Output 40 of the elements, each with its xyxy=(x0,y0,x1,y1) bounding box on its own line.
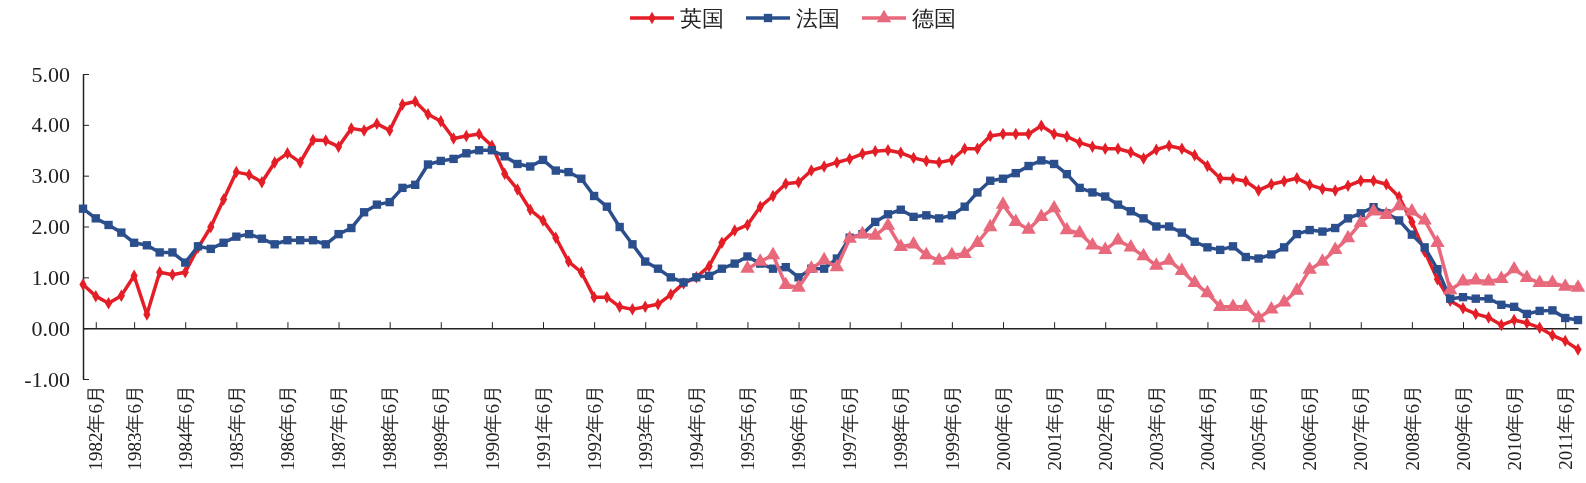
x-tick-label: 2011年6月 xyxy=(1554,385,1576,470)
x-tick-label: 2009年6月 xyxy=(1452,385,1474,471)
x-tick-label: 1983年6月 xyxy=(123,385,145,471)
legend-label: 法国 xyxy=(796,5,840,31)
x-tick-label: 1998年6月 xyxy=(890,385,912,471)
y-tick-label: 5.00 xyxy=(31,61,70,87)
x-tick-label: 1987年6月 xyxy=(328,385,350,471)
x-tick-label: 1999年6月 xyxy=(941,385,963,471)
y-tick-label: 1.00 xyxy=(31,264,70,290)
x-tick-label: 1994年6月 xyxy=(685,385,707,471)
x-tick-label: 1991年6月 xyxy=(532,385,554,471)
x-tick-label: 1984年6月 xyxy=(174,385,196,471)
x-tick-label: 1995年6月 xyxy=(737,385,759,471)
y-tick-label: 2.00 xyxy=(31,214,70,240)
x-tick-label: 1985年6月 xyxy=(225,385,247,471)
x-tick-label: 2001年6月 xyxy=(1043,385,1065,471)
y-tick-label: -1.00 xyxy=(24,366,70,392)
legend-label: 英国 xyxy=(680,5,724,31)
x-tick-label: 2006年6月 xyxy=(1299,385,1321,471)
x-tick-label: 1990年6月 xyxy=(481,385,503,471)
x-tick-label: 2007年6月 xyxy=(1350,385,1372,471)
x-tick-label: 1993年6月 xyxy=(634,385,656,471)
x-tick-label: 2004年6月 xyxy=(1197,385,1219,471)
x-tick-label: 1992年6月 xyxy=(583,385,605,471)
x-tick-label: 1997年6月 xyxy=(839,385,861,471)
y-tick-label: 0.00 xyxy=(31,315,70,341)
y-tick-label: 4.00 xyxy=(31,112,70,138)
x-tick-label: 1982年6月 xyxy=(85,385,107,471)
x-tick-label: 2005年6月 xyxy=(1248,385,1270,471)
x-tick-label: 2008年6月 xyxy=(1401,385,1423,471)
y-tick-label: 3.00 xyxy=(31,163,70,189)
x-tick-label: 1989年6月 xyxy=(430,385,452,471)
x-tick-label: 2000年6月 xyxy=(992,385,1014,471)
x-tick-label: 1988年6月 xyxy=(379,385,401,471)
x-tick-label: 1996年6月 xyxy=(788,385,810,471)
legend-label: 德国 xyxy=(912,5,956,31)
x-tick-label: 1986年6月 xyxy=(277,385,299,471)
x-tick-label: 2002年6月 xyxy=(1094,385,1116,471)
x-tick-label: 2003年6月 xyxy=(1145,385,1167,471)
x-tick-label: 2010年6月 xyxy=(1503,385,1525,471)
